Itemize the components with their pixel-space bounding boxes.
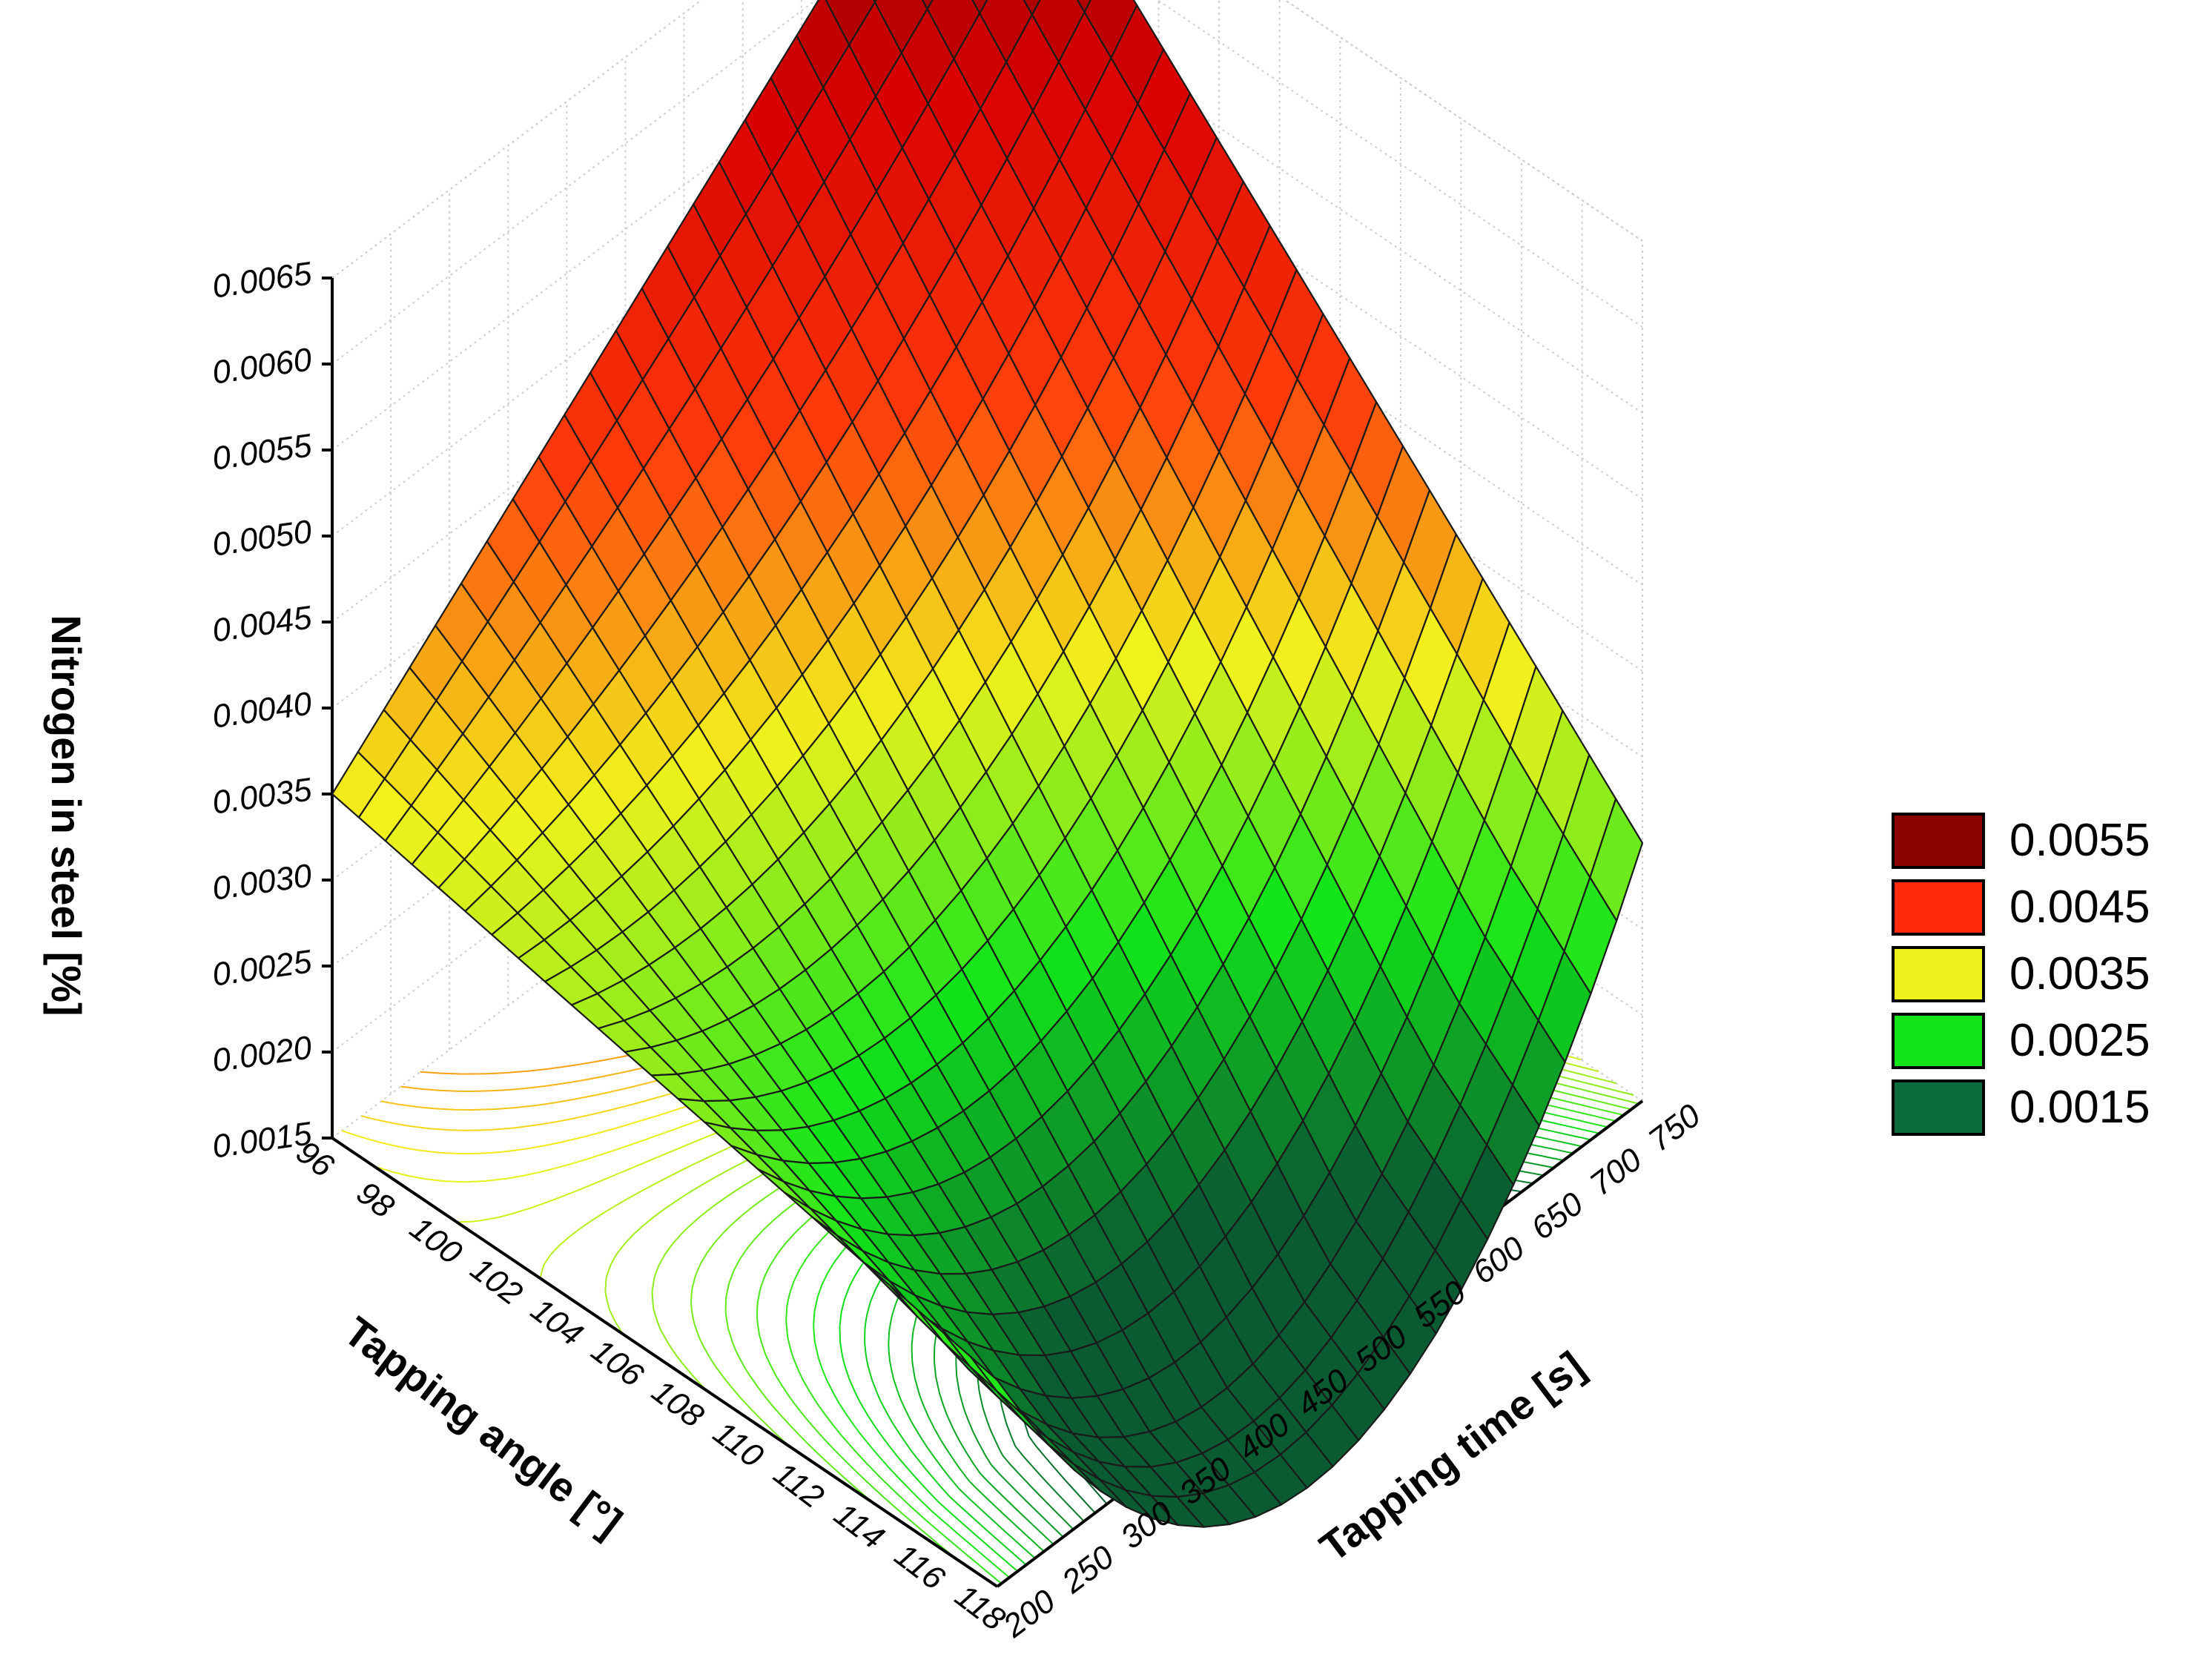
legend-label: 0.0015 [2009, 1082, 2150, 1133]
x-tick-label: 118 [948, 1578, 1012, 1638]
x-tick-label: 106 [584, 1332, 650, 1395]
y-tick-label: 650 [1525, 1185, 1591, 1248]
y-tick-label: 250 [1055, 1538, 1121, 1601]
x-tick-label: 100 [403, 1210, 469, 1272]
x-tick-label: 102 [463, 1251, 529, 1312]
legend-swatch [1892, 946, 1985, 1002]
frame-line [331, 0, 703, 279]
surface-patch [969, 1355, 1024, 1416]
x-tick-label: 116 [888, 1537, 951, 1598]
legend-label: 0.0045 [2009, 882, 2150, 933]
legend-swatch [1892, 1079, 1985, 1136]
z-tick-label: 0.0055 [210, 427, 314, 477]
x-axis-title: Tapping angle [°] [336, 1308, 631, 1547]
x-tick-label: 112 [767, 1455, 830, 1515]
surface-patch [1023, 0, 1041, 16]
legend-swatch [1892, 879, 1985, 936]
legend-label: 0.0035 [2009, 948, 2150, 999]
x-tick-label: 110 [707, 1415, 770, 1475]
x-tick-label: 108 [645, 1373, 711, 1435]
legend-swatch [1892, 813, 1985, 869]
axis-line [331, 1137, 999, 1588]
legend: 0.0055 0.0045 0.0035 0.0025 0.0015 [1892, 813, 2150, 1136]
z-axis-title: Nitrogen in steel [%] [43, 615, 90, 1016]
surface-patch [971, 0, 988, 15]
surface-patch [921, 0, 934, 10]
legend-swatch [1892, 1013, 1985, 1069]
z-tick-label: 0.0020 [210, 1029, 314, 1079]
legend-label: 0.0055 [2009, 815, 2150, 866]
surface [331, 0, 1644, 1528]
y-tick-label: 700 [1583, 1141, 1649, 1203]
z-tick-label: 0.0025 [210, 943, 314, 993]
x-tick-label: 114 [828, 1496, 891, 1556]
legend-label: 0.0025 [2009, 1015, 2150, 1066]
z-tick-label: 0.0050 [210, 513, 314, 563]
z-tick-label: 0.0045 [210, 599, 314, 649]
z-tick-label: 0.0035 [210, 771, 314, 821]
z-gridline [331, 0, 1643, 365]
x-tick-label: 104 [524, 1292, 589, 1353]
z-gridline [331, 0, 1643, 451]
z-tick-label: 0.0040 [210, 685, 314, 735]
z-tick-label: 0.0030 [210, 857, 314, 907]
y-tick-label: 750 [1642, 1097, 1708, 1159]
z-tick-label: 0.0065 [210, 255, 314, 305]
z-tick-label: 0.0060 [210, 341, 314, 391]
y-tick-label: 200 [996, 1582, 1062, 1644]
surface-patch [1076, 0, 1092, 13]
x-tick-label: 98 [350, 1174, 401, 1226]
